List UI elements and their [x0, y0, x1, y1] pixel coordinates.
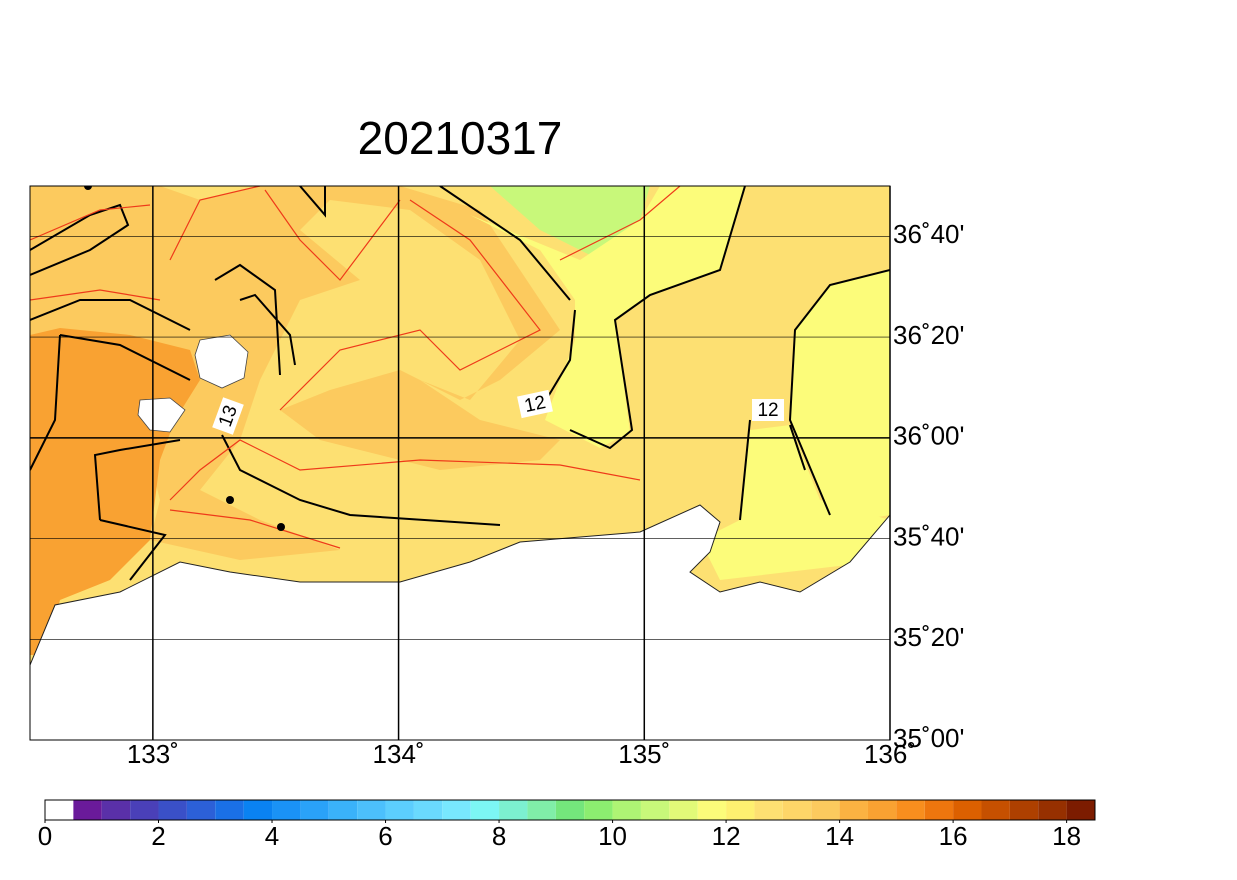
station-dot: [226, 496, 234, 504]
colorbar-cell: [953, 800, 982, 820]
x-tick-label: 136˚: [864, 739, 916, 769]
colorbar-tick-label: 10: [598, 821, 627, 851]
colorbar-cell: [669, 800, 698, 820]
island: [137, 397, 186, 433]
contour-label: 12: [757, 400, 778, 421]
colorbar-cell: [726, 800, 755, 820]
colorbar-cell: [272, 800, 301, 820]
colorbar-cell: [130, 800, 159, 820]
colorbar-cell: [357, 800, 386, 820]
colorbar-cell: [981, 800, 1010, 820]
y-tick-label: 35˚40': [893, 521, 964, 551]
colorbar-cell: [1066, 800, 1095, 820]
y-tick-label: 36˚00': [893, 421, 964, 451]
labels: 133˚ 134˚ 135˚ 136˚35˚00' 35˚20' 35˚40' 36˚00'…: [38, 219, 1096, 851]
map-field: [30, 186, 890, 740]
colorbar-cell: [243, 800, 273, 820]
colorbar-cell: [896, 800, 925, 820]
y-tick-label: 35˚20': [893, 622, 964, 652]
map-title: 20210317: [358, 112, 563, 164]
sea-field: [30, 190, 150, 280]
colorbar-tick-label: 16: [939, 821, 968, 851]
y-tick-label: 35˚00': [893, 723, 964, 753]
colorbar-cell: [867, 800, 897, 820]
colorbar-cell: [413, 800, 443, 820]
colorbar-cell: [839, 800, 868, 820]
colorbar-cell: [584, 800, 613, 820]
contour-label-box: 12: [752, 399, 784, 421]
colorbar-tick-label: 0: [38, 821, 52, 851]
colorbar-tick-label: 2: [151, 821, 165, 851]
colorbar-cell: [158, 800, 187, 820]
colorbar-cell: [924, 800, 954, 820]
colorbar-cell: [45, 800, 74, 820]
colorbar-cell: [782, 800, 812, 820]
colorbar-cell: [555, 800, 585, 820]
station-dot: [277, 523, 285, 531]
sea-field: [30, 186, 560, 560]
sea-field: [700, 425, 890, 580]
colorbar-cell: [640, 800, 670, 820]
colorbar-cell: [1038, 800, 1067, 820]
colorbar-cell: [385, 800, 414, 820]
contour-label-bg: [212, 397, 244, 435]
island: [194, 334, 249, 389]
colorbar-cell: [754, 800, 783, 820]
contour-label: 12: [523, 392, 548, 417]
colorbar-tick-label: 6: [378, 821, 392, 851]
colorbar-cell: [101, 800, 131, 820]
colorbar-tick-label: 14: [825, 821, 854, 851]
colorbar-cell: [499, 800, 528, 820]
sea-field: [470, 186, 745, 448]
colorbar-cell: [697, 800, 727, 820]
contour-label-bg: [752, 399, 784, 421]
colorbar-tick-label: 4: [265, 821, 279, 851]
colorbar-cell: [470, 800, 500, 820]
y-tick-label: 36˚20': [893, 320, 964, 350]
contour-line: [30, 186, 681, 549]
sea-field: [790, 270, 890, 520]
x-tick-label: 134˚: [373, 739, 425, 769]
colorbar-cell: [328, 800, 358, 820]
colorbar-tick-label: 12: [712, 821, 741, 851]
contour-line: [30, 186, 890, 581]
sea-field: [490, 186, 650, 255]
y-tick-label: 36˚40': [893, 219, 964, 249]
colorbar-tick-label: 18: [1052, 821, 1081, 851]
colorbar-cell: [442, 800, 471, 820]
x-tick-label: 135˚: [618, 739, 670, 769]
colorbar-cell: [300, 800, 329, 820]
colorbar-cell: [527, 800, 556, 820]
colorbar-cell: [1009, 800, 1039, 820]
plot-frame: [29, 185, 891, 741]
colorbar-cell: [186, 800, 216, 820]
colorbar-cell: [73, 800, 102, 820]
x-tick-label: 133˚: [127, 739, 179, 769]
colorbar-tick-label: 8: [492, 821, 506, 851]
colorbar-cell: [811, 800, 840, 820]
contour-label-bg: [517, 389, 553, 419]
colorbar-frame: [44, 799, 1096, 821]
station-dot: [84, 186, 92, 190]
contour-label-box: 12: [517, 389, 553, 419]
colorbar-cell: [612, 800, 641, 820]
colorbar-cell: [215, 800, 244, 820]
